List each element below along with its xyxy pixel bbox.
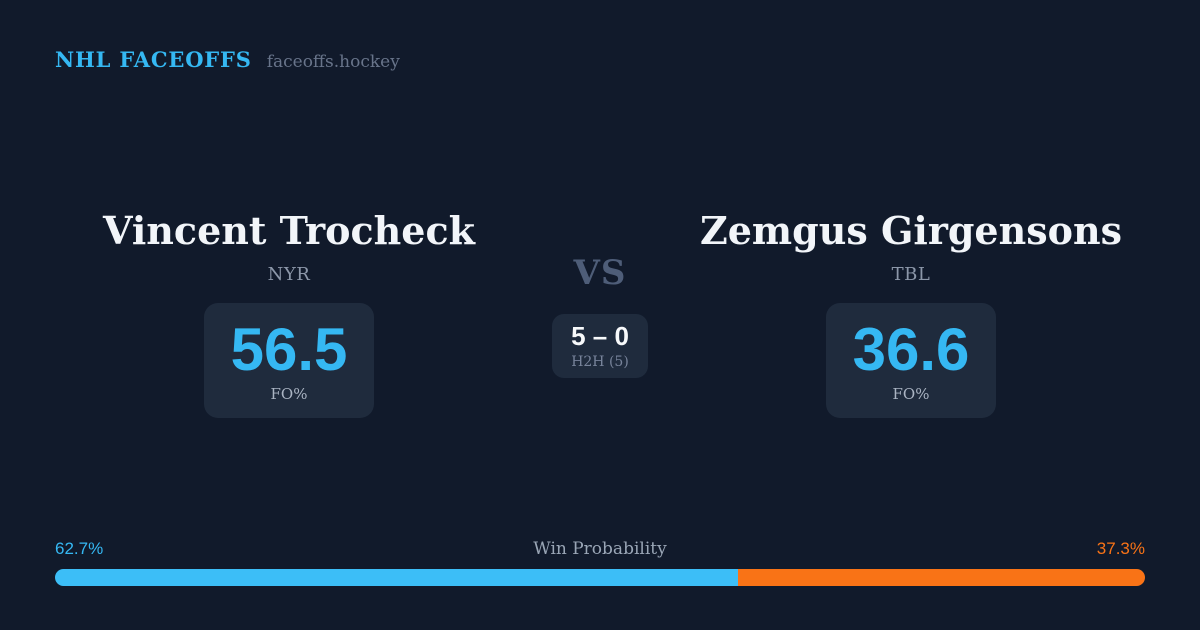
brand-title: NHL FACEOFFS — [55, 47, 252, 72]
player-left-team: NYR — [267, 264, 311, 285]
player-left-stat-value: 56.5 — [230, 316, 348, 383]
player-right-team: TBL — [891, 264, 931, 285]
player-left-stat-card: 56.5 FO% — [204, 303, 374, 418]
player-right-stat-card: 36.6 FO% — [826, 303, 996, 418]
win-probability-right-pct: 37.3% — [1096, 539, 1145, 558]
player-left-column: Vincent Trocheck NYR 56.5 FO% — [55, 206, 523, 418]
h2h-record: 5 – 0 — [571, 320, 629, 351]
player-right-stat-value: 36.6 — [852, 316, 970, 383]
win-probability-bar-left-segment — [55, 569, 739, 586]
player-right-name: Zemgus Girgensons — [700, 208, 1122, 253]
versus-column: VS 5 – 0 H2H (5) — [523, 206, 677, 378]
win-probability-section: 62.7% Win Probability 37.3% — [55, 538, 1145, 586]
matchup-section: Vincent Trocheck NYR 56.5 FO% VS 5 – 0 H… — [55, 206, 1145, 418]
win-probability-left-pct: 62.7% — [55, 539, 104, 558]
header: NHL FACEOFFS faceoffs.hockey — [0, 0, 1200, 73]
player-right-column: Zemgus Girgensons TBL 36.6 FO% — [677, 206, 1145, 418]
player-left-stat-label: FO% — [270, 385, 308, 403]
vs-label: VS — [573, 253, 627, 293]
site-url: faceoffs.hockey — [266, 52, 400, 72]
h2h-label: H2H (5) — [571, 353, 629, 370]
h2h-card: 5 – 0 H2H (5) — [552, 314, 648, 378]
win-probability-title: Win Probability — [533, 539, 667, 559]
player-left-name: Vincent Trocheck — [103, 208, 475, 253]
player-right-stat-label: FO% — [892, 385, 930, 403]
win-probability-bar-right-segment — [738, 569, 1145, 586]
win-probability-bar — [55, 569, 1145, 586]
win-probability-labels: 62.7% Win Probability 37.3% — [55, 538, 1145, 560]
